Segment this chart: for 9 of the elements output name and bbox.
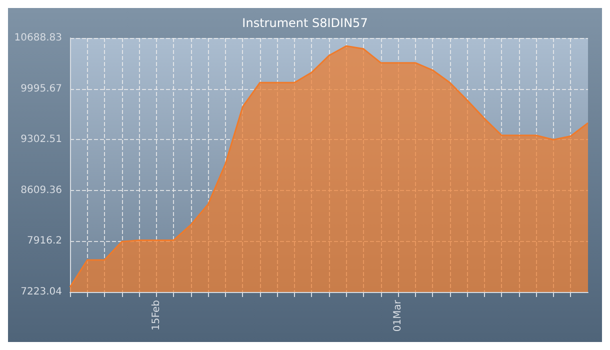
y-tick-label: 9302.51 <box>20 134 62 146</box>
chart-title: Instrument S8IDIN57 <box>242 16 368 30</box>
y-tick-label: 7916.2 <box>27 236 62 247</box>
y-tick-label: 9995.67 <box>20 83 62 94</box>
x-tick-label: 01Mar <box>392 299 404 332</box>
y-tick-label: 7223.04 <box>20 286 62 298</box>
x-tick-label: 15Feb <box>150 300 162 330</box>
y-tick-label: 8609.36 <box>20 184 62 196</box>
y-tick-label: 10688.83 <box>14 32 62 44</box>
